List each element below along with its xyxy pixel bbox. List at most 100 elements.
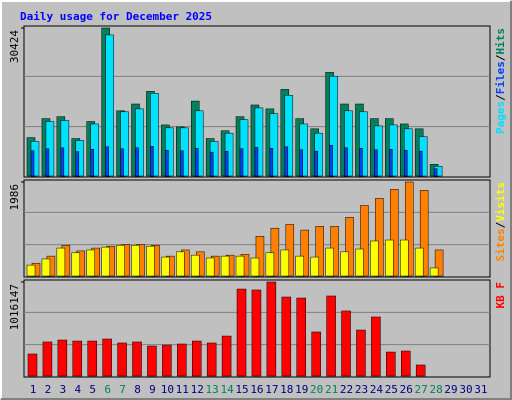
bar: [255, 235, 265, 277]
bar: [280, 249, 290, 277]
legend-separator: /: [494, 54, 507, 61]
x-tick-label: 24: [370, 383, 384, 396]
bar: [206, 342, 217, 377]
legend-entry: Sites: [494, 228, 507, 261]
bar: [371, 316, 381, 377]
bar: [26, 264, 36, 277]
bar: [400, 239, 409, 277]
x-tick-label: 22: [340, 383, 353, 396]
bar: [296, 297, 306, 377]
bar: [45, 148, 50, 177]
x-tick-label: 12: [191, 383, 204, 396]
legend-entry: Files: [494, 61, 507, 94]
y-tick-label: 1986: [8, 184, 21, 211]
bar: [429, 267, 439, 277]
bar: [265, 252, 275, 277]
bar: [165, 149, 169, 177]
bar: [239, 148, 244, 177]
x-tick-label: 9: [149, 383, 156, 396]
bar: [389, 148, 393, 177]
x-tick-label: 28: [429, 383, 442, 396]
bar: [117, 342, 127, 377]
bar: [120, 111, 129, 177]
bar: [374, 149, 378, 177]
bar: [41, 258, 51, 277]
y-tick-label: 1016147: [8, 284, 21, 330]
bar: [180, 150, 184, 177]
bar: [131, 244, 140, 277]
bar: [356, 329, 366, 377]
bar: [102, 338, 112, 377]
x-tick-label: 18: [280, 383, 293, 396]
bar: [176, 251, 185, 277]
bar: [284, 146, 289, 177]
bar: [90, 148, 94, 177]
x-tick-label: 4: [74, 383, 81, 396]
bar: [295, 255, 304, 277]
bar: [27, 353, 38, 377]
bar: [344, 147, 348, 177]
x-tick-label: 31: [474, 383, 487, 396]
bar: [147, 345, 157, 377]
bar: [205, 257, 215, 277]
bar: [270, 227, 280, 277]
bar: [405, 181, 414, 277]
bar: [105, 34, 114, 177]
bar: [281, 296, 292, 377]
legend-entry: Pages: [494, 101, 507, 134]
bar: [251, 289, 262, 377]
bar: [329, 76, 338, 177]
bar: [191, 340, 202, 377]
x-tick-label: 29: [444, 383, 457, 396]
bar: [300, 229, 309, 277]
x-tick-label: 7: [119, 383, 126, 396]
bar: [375, 198, 384, 277]
legend: Pages/Files/Hits: [494, 28, 507, 134]
bar: [190, 254, 200, 277]
bar: [299, 149, 303, 177]
x-tick-label: 15: [235, 383, 248, 396]
x-tick-label: 13: [206, 383, 219, 396]
x-tick-label: 3: [60, 383, 67, 396]
bar: [311, 331, 321, 377]
bar: [418, 150, 423, 177]
bar: [254, 107, 264, 177]
legend-entry: Visits: [494, 182, 507, 222]
x-tick-label: 25: [385, 383, 398, 396]
x-tick-label: 19: [295, 383, 308, 396]
legend-entry: Hits: [494, 28, 507, 55]
bar: [71, 252, 81, 277]
bar: [266, 281, 277, 377]
bar: [269, 113, 279, 177]
bar: [434, 249, 444, 277]
bar: [87, 340, 97, 377]
bar: [390, 189, 399, 277]
bar: [105, 146, 109, 177]
x-tick-label: 27: [415, 383, 428, 396]
bar: [162, 344, 172, 377]
legend-entry: KB F: [494, 282, 507, 309]
bar: [146, 245, 155, 277]
bar: [150, 146, 154, 177]
x-tick-label: 2: [45, 383, 52, 396]
bar: [72, 340, 83, 377]
legend-separator: /: [494, 94, 507, 101]
bar: [404, 149, 408, 177]
bar: [355, 248, 364, 277]
bar: [235, 255, 245, 277]
bar: [269, 148, 274, 177]
bar: [161, 256, 170, 277]
bar: [401, 350, 411, 377]
bar: [325, 247, 334, 277]
x-tick-label: 21: [325, 383, 338, 396]
bar: [359, 111, 368, 177]
x-tick-label: 30: [459, 383, 472, 396]
y-tick-label: 30424: [8, 30, 21, 63]
bar: [254, 147, 259, 177]
x-tick-label: 10: [161, 383, 174, 396]
x-tick-label: 26: [400, 383, 413, 396]
x-tick-label: 20: [310, 383, 323, 396]
bar: [370, 240, 379, 277]
